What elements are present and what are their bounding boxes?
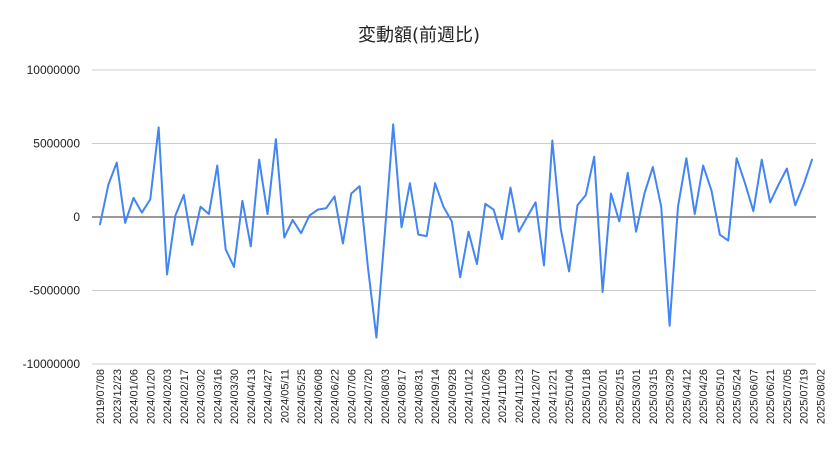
x-tick-label: 2025/07/05 (782, 369, 794, 424)
x-tick-label: 2024/11/23 (514, 369, 526, 423)
y-axis: 10000000 5000000 0 -5000000 -10000000 (23, 63, 81, 371)
x-tick-label: 2023/12/23 (112, 369, 124, 424)
x-tick-label: 2025/04/12 (681, 369, 693, 424)
x-tick-label: 2024/06/08 (313, 369, 325, 424)
x-tick-label: 2025/05/10 (715, 369, 727, 424)
x-tick-label: 2024/03/16 (212, 369, 224, 424)
x-tick-label: 2024/08/03 (380, 369, 392, 424)
x-tick-label: 2024/07/06 (346, 369, 358, 424)
x-tick-label: 2024/01/20 (145, 369, 157, 424)
x-tick-label: 2025/02/15 (614, 369, 626, 424)
x-tick-label: 2024/04/13 (246, 369, 258, 424)
series-line (99, 123, 813, 339)
x-tick-label: 2024/10/26 (480, 369, 492, 424)
x-tick-label: 2025/06/07 (748, 369, 760, 424)
x-tick-label: 2024/01/06 (129, 369, 141, 424)
x-tick-label: 2024/05/25 (296, 369, 308, 424)
x-tick-label: 2024/11/09 (497, 369, 509, 423)
x-tick-label: 2025/03/15 (648, 369, 660, 424)
x-tick-label: 2024/12/21 (547, 369, 559, 424)
x-tick-label: 2025/05/24 (732, 369, 744, 424)
x-tick-label: 2019/07/08 (95, 369, 107, 424)
x-tick-label: 2025/07/19 (799, 369, 811, 424)
x-tick-label: 2025/03/01 (631, 369, 643, 424)
x-tick-label: 2024/06/22 (330, 369, 342, 424)
y-tick-label: -10000000 (23, 357, 81, 371)
x-tick-label: 2024/09/28 (447, 369, 459, 424)
x-tick-label: 2024/04/27 (263, 369, 275, 424)
x-tick-label: 2024/07/20 (363, 369, 375, 424)
x-tick-label: 2025/08/02 (815, 369, 827, 424)
x-tick-label: 2024/12/07 (531, 369, 543, 424)
y-tick-label: 0 (73, 210, 80, 224)
x-tick-label: 2024/02/03 (162, 369, 174, 424)
x-tick-label: 2024/10/12 (464, 369, 476, 424)
y-tick-label: 10000000 (27, 63, 81, 77)
x-tick-label: 2024/02/17 (179, 369, 191, 424)
y-tick-label: -5000000 (29, 284, 80, 298)
x-tick-label: 2024/03/02 (196, 369, 208, 424)
y-tick-label: 5000000 (33, 137, 80, 151)
chart-title: 変動額(前週比) (358, 25, 480, 46)
x-tick-label: 2024/05/11 (279, 369, 291, 423)
x-tick-label: 2025/04/26 (698, 369, 710, 424)
x-tick-label: 2025/01/04 (564, 369, 576, 424)
x-tick-label: 2024/08/17 (397, 369, 409, 424)
x-tick-label: 2025/06/21 (765, 369, 777, 424)
x-tick-label: 2025/03/29 (665, 369, 677, 424)
x-tick-label: 2024/09/14 (430, 369, 442, 424)
x-tick-label: 2025/01/18 (581, 369, 593, 424)
x-axis: 2019/07/08 2023/12/23 2024/01/06 2024/01/20… (95, 369, 827, 424)
x-tick-label: 2024/08/31 (413, 369, 425, 424)
x-tick-label: 2024/03/30 (229, 369, 241, 424)
series-line-path (99, 123, 813, 339)
x-tick-label: 2025/02/01 (598, 369, 610, 424)
gridlines (92, 69, 816, 365)
